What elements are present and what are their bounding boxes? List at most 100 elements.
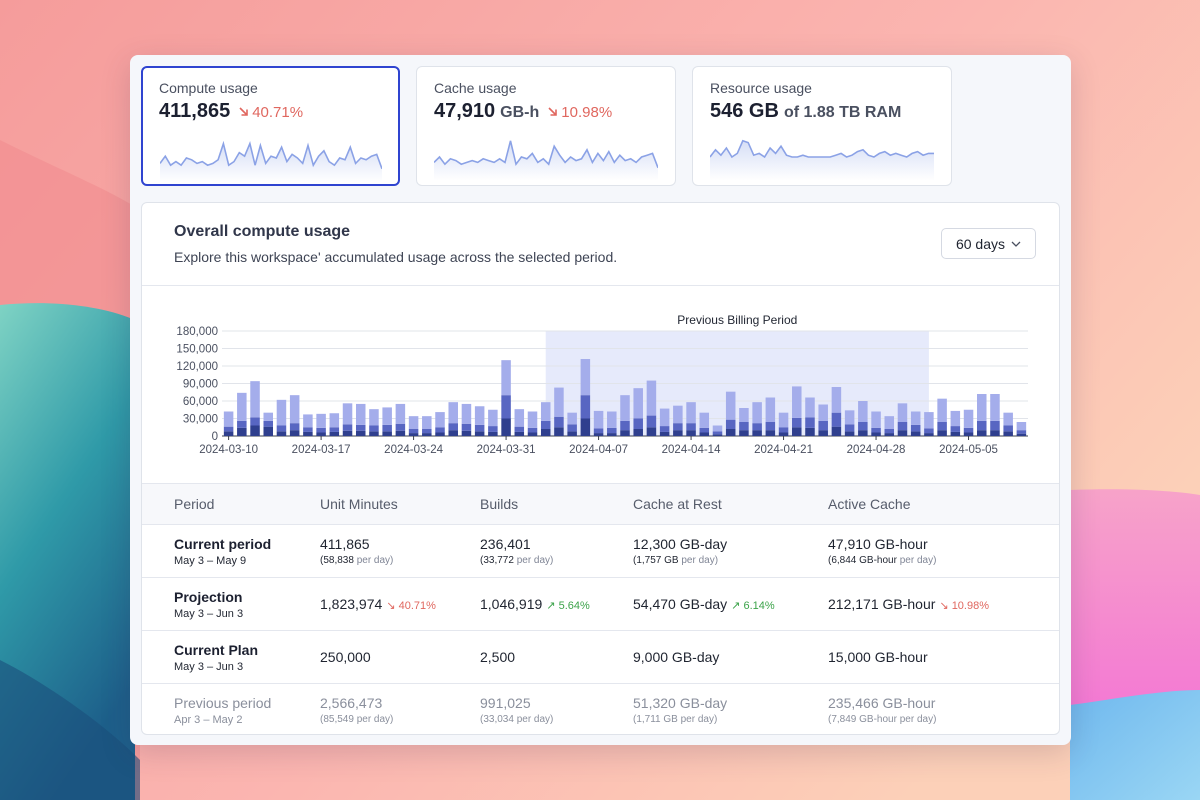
bar-segment xyxy=(540,402,551,421)
row-title: Current Plan xyxy=(174,641,259,658)
bar-segment xyxy=(329,413,340,428)
bar-segment xyxy=(765,397,776,422)
bar-segment xyxy=(818,420,828,431)
bar-segment xyxy=(1003,412,1013,426)
cache-at-rest-value: 12,300 GB-day xyxy=(633,536,728,552)
bar-segment xyxy=(897,403,908,422)
bar-segment xyxy=(686,423,696,431)
sparkline-area xyxy=(160,143,382,182)
bar-segment xyxy=(858,422,868,431)
bar-segment xyxy=(276,425,287,432)
compute-usage-card[interactable]: Compute usage 411,865 40.71% xyxy=(141,66,400,186)
bar-segment xyxy=(871,427,881,433)
bar-segment xyxy=(792,417,802,428)
builds-delta: ↗ 5.64% xyxy=(546,600,590,612)
bar-segment xyxy=(303,414,313,428)
unit-minutes-delta: ↘ 40.71% xyxy=(386,600,436,612)
bar-segment xyxy=(937,398,947,422)
card-unit: GB-h xyxy=(500,104,540,121)
bar-segment xyxy=(263,420,274,427)
bar-segment xyxy=(408,433,419,436)
bar-segment xyxy=(540,429,551,436)
card-delta-value: 40.71% xyxy=(252,104,304,121)
bar-segment xyxy=(712,434,723,436)
bar-segment xyxy=(250,381,260,418)
bar-segment xyxy=(990,430,1000,436)
card-value: 47,910 GB-h 10.98% xyxy=(434,100,658,123)
bar-segment xyxy=(527,411,538,428)
bar-segment xyxy=(501,360,511,396)
y-tick-label: 90,000 xyxy=(183,379,218,391)
bar-segment xyxy=(976,394,987,421)
bar-segment xyxy=(950,410,961,427)
bar-segment xyxy=(686,402,696,424)
section-title: Overall compute usage xyxy=(174,223,351,240)
builds-per-day: (33,034 per day) xyxy=(480,714,554,726)
unit-minutes-value: 2,566,473 xyxy=(320,695,383,712)
bar-segment xyxy=(369,431,379,436)
bar-segment xyxy=(263,412,274,421)
bar-segment xyxy=(527,432,538,436)
bar-segment xyxy=(805,397,815,418)
bar-segment xyxy=(976,420,987,431)
bar-segment xyxy=(435,412,445,428)
bar-segment xyxy=(884,416,895,429)
y-tick-label: 120,000 xyxy=(176,361,218,373)
builds-value: 2,500 xyxy=(480,649,516,665)
bar-segment xyxy=(725,391,736,420)
row-dates: May 3 – Jun 3 xyxy=(174,660,244,673)
bar-segment xyxy=(303,431,313,436)
y-tick-label: 180,000 xyxy=(176,326,218,338)
bar-segment xyxy=(633,418,643,429)
bar-segment xyxy=(1003,425,1013,432)
bar-segment xyxy=(461,430,472,436)
bar-segment xyxy=(673,405,683,424)
bar-segment xyxy=(910,431,921,436)
card-value-number: 546 GB xyxy=(710,100,779,122)
active-cache-per-day: (7,849 GB-hour per day) xyxy=(828,714,937,726)
cache-usage-card[interactable]: Cache usage 47,910 GB-h 10.98% xyxy=(416,66,676,186)
cache-sparkline xyxy=(434,140,658,181)
unit-minutes-value: 1,823,974 xyxy=(320,596,383,612)
resource-usage-card[interactable]: Resource usage 546 GB of 1.88 TB RAM xyxy=(692,66,952,186)
bar-segment xyxy=(699,412,710,428)
bar-segment xyxy=(792,386,802,418)
x-tick-label: 2024-04-28 xyxy=(847,444,906,456)
bar-segment xyxy=(250,425,260,436)
unit-minutes-per-day: (58,838 per day) xyxy=(320,555,394,566)
bar-segment xyxy=(342,424,353,431)
x-tick-label: 2024-03-24 xyxy=(384,444,443,456)
card-unit: of 1.88 TB RAM xyxy=(783,104,902,121)
y-tick-label: 30,000 xyxy=(183,414,218,426)
bar-segment xyxy=(554,416,564,428)
bar-segment xyxy=(448,423,458,431)
bar-segment xyxy=(593,428,604,434)
bar-segment xyxy=(765,422,776,431)
compute-sparkline xyxy=(160,140,382,182)
sparkline-area xyxy=(434,140,658,181)
section-divider xyxy=(142,285,1059,286)
cache-at-rest-per-day: (1,711 GB per day) xyxy=(633,714,718,726)
row-title: Current period xyxy=(174,535,272,552)
arrow-down-right-icon xyxy=(548,107,558,116)
x-tick-label: 2024-04-14 xyxy=(662,444,721,456)
resource-sparkline xyxy=(710,139,934,181)
bar-segment xyxy=(620,395,630,421)
card-label: Cache usage xyxy=(434,80,517,96)
bar-segment xyxy=(858,430,868,436)
card-value-number: 47,910 xyxy=(434,100,496,122)
bar-segment xyxy=(607,411,617,428)
column-header-unit-minutes: Unit Minutes xyxy=(320,483,480,525)
bar-segment xyxy=(725,419,736,429)
bar-segment xyxy=(910,411,921,425)
compute-usage-chart: Previous Billing Period 180,000 150,000 120… xyxy=(176,313,1028,456)
x-tick-label: 2024-05-05 xyxy=(939,444,998,456)
bar-segment xyxy=(422,416,432,429)
bar-segment xyxy=(263,426,274,436)
bar-segment xyxy=(950,431,961,436)
bar-segment xyxy=(871,432,881,436)
bar-segment xyxy=(805,417,815,428)
bar-segment xyxy=(580,418,591,436)
bar-segment xyxy=(910,424,921,432)
period-range-select[interactable]: 60 days xyxy=(941,228,1036,259)
